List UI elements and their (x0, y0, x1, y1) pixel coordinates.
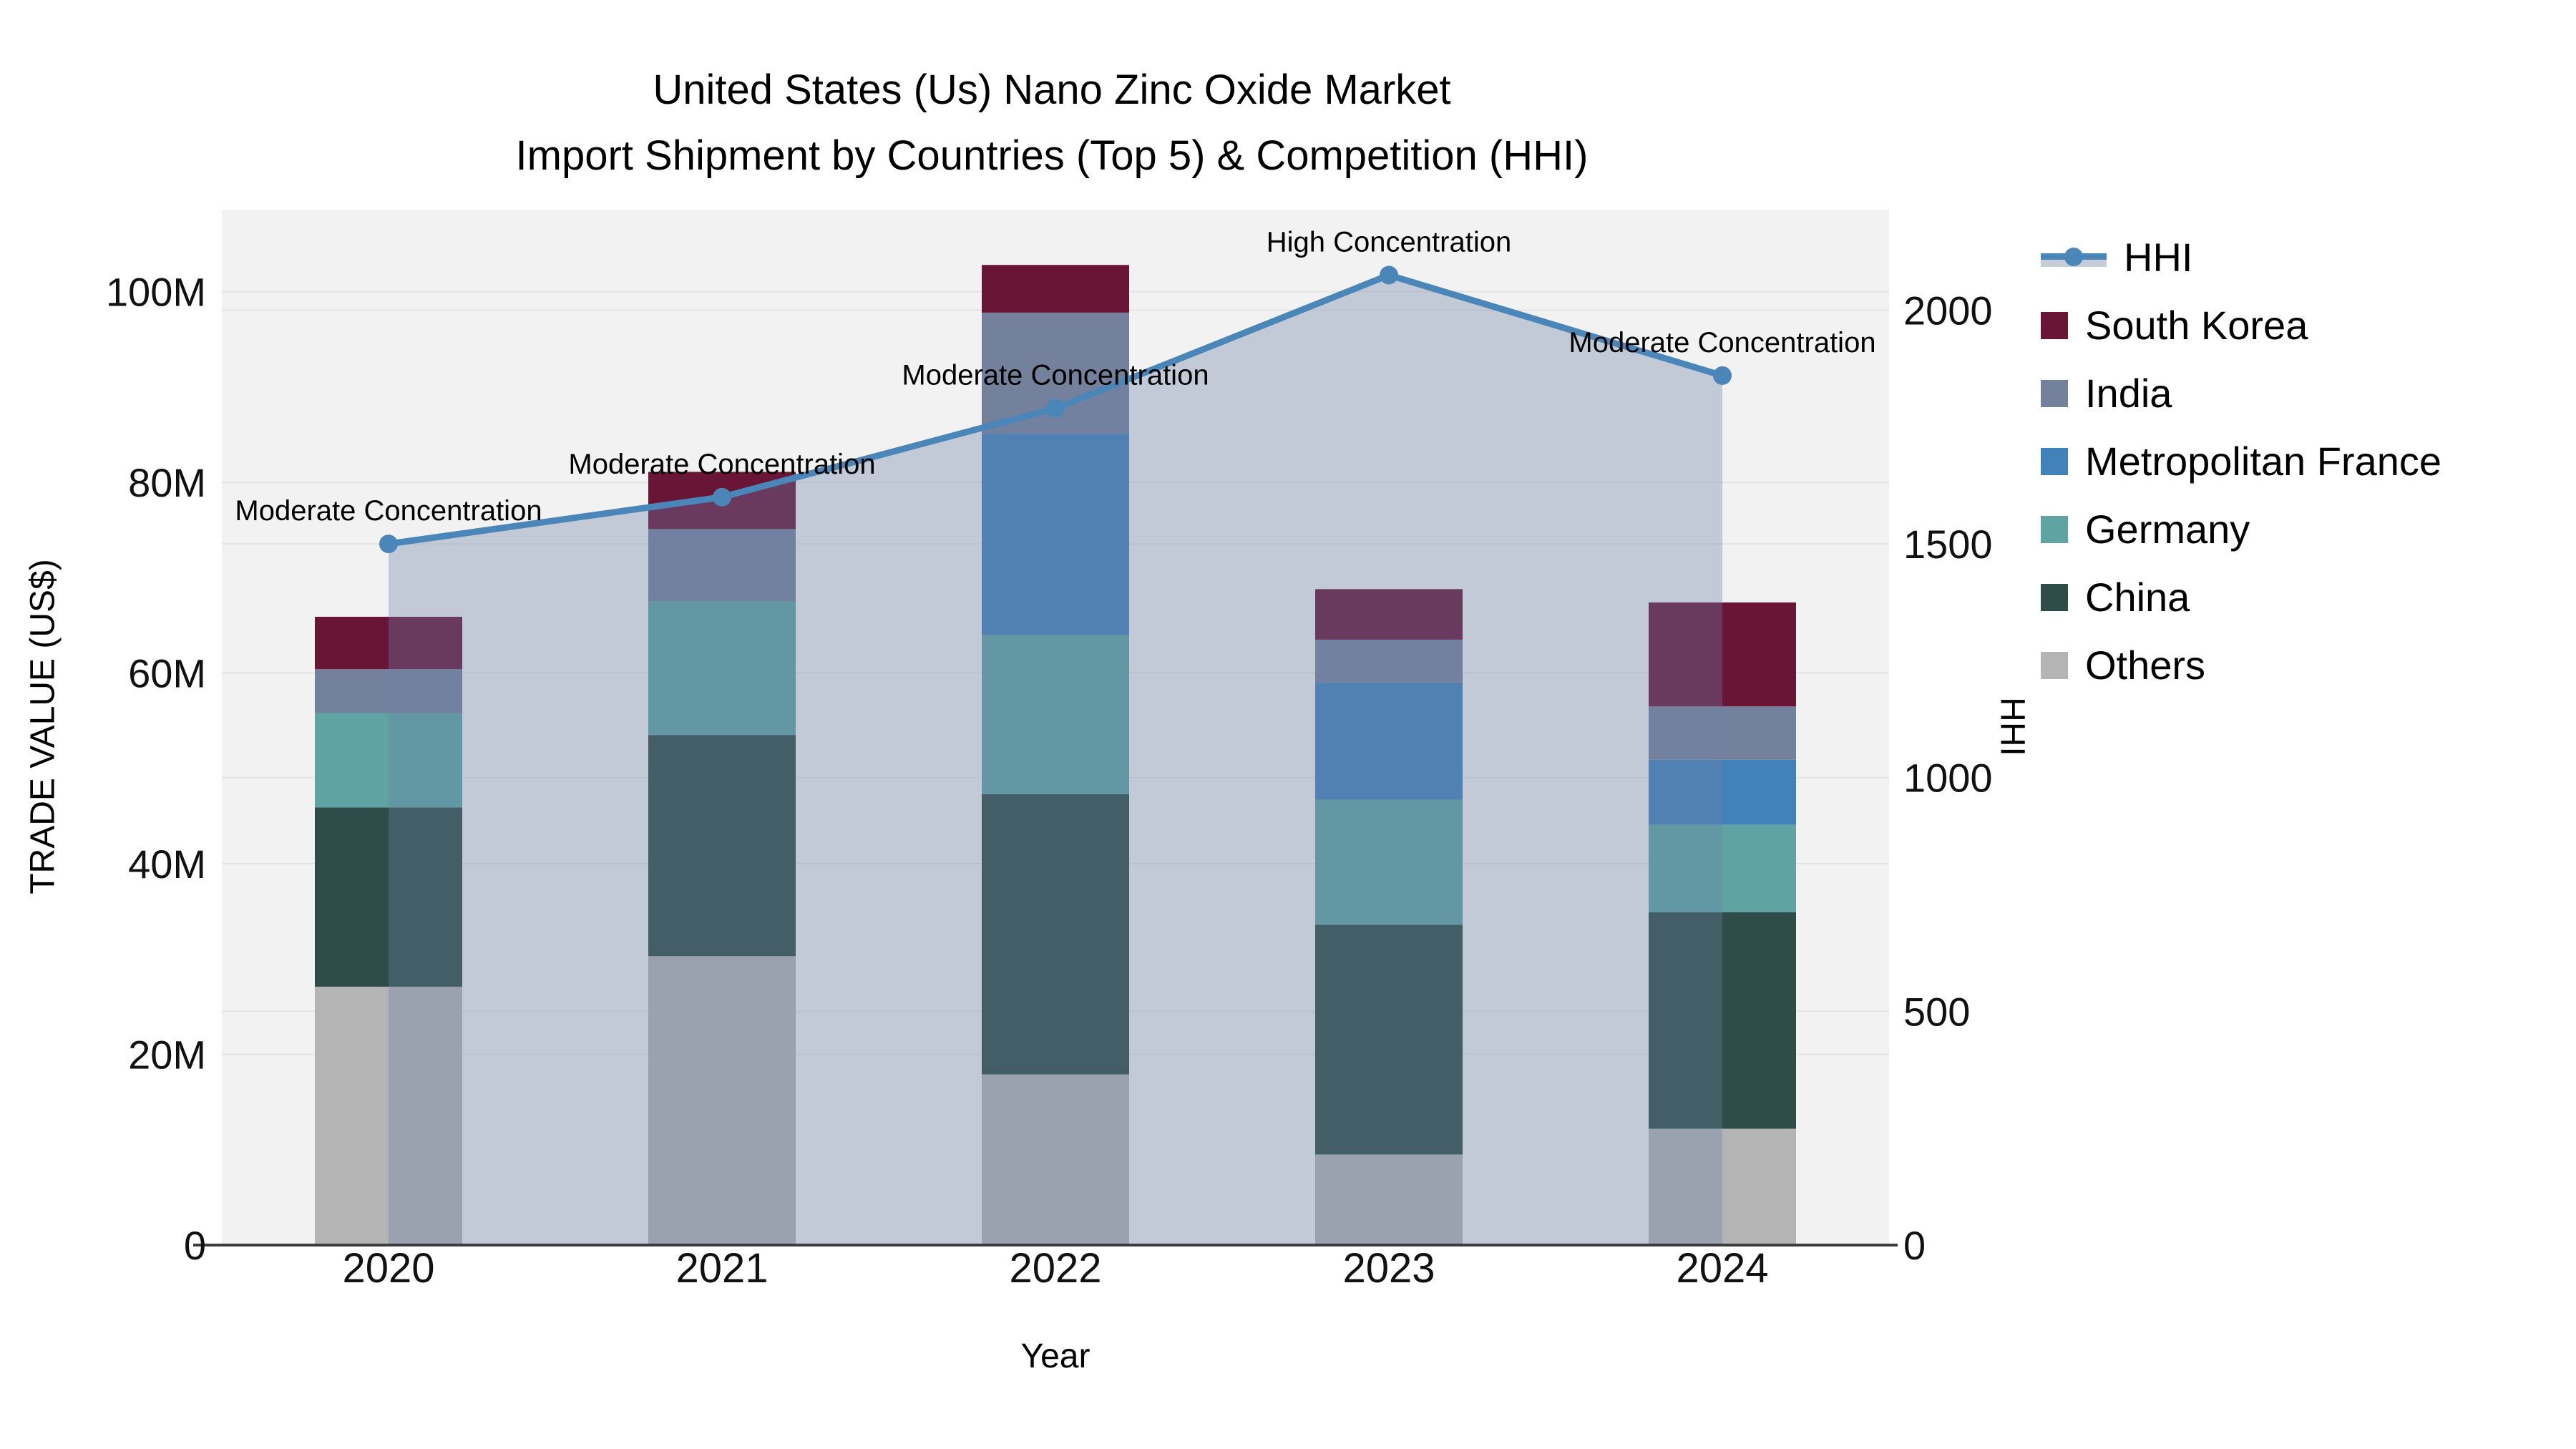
y-left-tick-label: 40M (128, 841, 206, 887)
legend-swatch-others (2041, 651, 2068, 679)
bar-segment-metropolitan-france-2024[interactable] (1649, 759, 1796, 825)
x-axis-title: Year (1020, 1337, 1091, 1375)
annotation-2020: Moderate Concentration (235, 495, 542, 527)
bar-segment-others-2023[interactable] (1315, 1154, 1463, 1245)
annotation-2024: Moderate Concentration (1568, 327, 1875, 358)
legend: HHI South Korea India Metropolitan France Ge… (2041, 223, 2441, 699)
bar-segment-others-2022[interactable] (982, 1074, 1129, 1245)
y-left-tick-label: 80M (128, 460, 206, 505)
legend-item-others[interactable]: Others (2041, 631, 2441, 699)
chart-title: United States (Us) Nano Zinc Oxide Marke… (215, 57, 1889, 189)
y-left-tick-label: 100M (106, 270, 206, 315)
bar-segment-china-2022[interactable] (982, 794, 1129, 1075)
legend-label: India (2085, 371, 2172, 416)
x-tick-label-2020: 2020 (342, 1245, 434, 1292)
bar-segment-germany-2020[interactable] (315, 713, 462, 808)
y-right-tick-label: 1500 (1903, 522, 1993, 567)
legend-swatch-metropolitan-france (2041, 447, 2068, 475)
legend-label: China (2085, 575, 2190, 620)
hhi-marker-swatch (2064, 247, 2083, 266)
legend-item-china[interactable]: China (2041, 563, 2441, 631)
bar-segment-south-korea-2023[interactable] (1315, 589, 1463, 640)
chart-title-line2: Import Shipment by Countries (Top 5) & C… (515, 132, 1589, 179)
bar-segment-south-korea-2022[interactable] (982, 265, 1129, 313)
bar-segment-others-2024[interactable] (1649, 1128, 1796, 1245)
bar-segment-india-2023[interactable] (1315, 639, 1463, 683)
hhi-marker-2020[interactable] (379, 535, 398, 554)
legend-item-metropolitan-france[interactable]: Metropolitan France (2041, 427, 2441, 495)
bar-segment-india-2024[interactable] (1649, 706, 1796, 760)
bar-segment-metropolitan-france-2023[interactable] (1315, 682, 1463, 800)
bar-segment-others-2021[interactable] (648, 956, 796, 1245)
bar-segment-metropolitan-france-2022[interactable] (982, 434, 1129, 635)
legend-swatch-india (2041, 379, 2068, 407)
legend-label: Metropolitan France (2085, 439, 2442, 484)
legend-label: South Korea (2085, 303, 2308, 348)
bar-segment-china-2024[interactable] (1649, 912, 1796, 1129)
hhi-marker-2024[interactable] (1713, 366, 1732, 385)
bar-segment-india-2021[interactable] (648, 529, 796, 602)
annotation-2022: Moderate Concentration (902, 360, 1209, 391)
legend-swatch-south-korea (2041, 311, 2068, 339)
hhi-marker-2023[interactable] (1380, 265, 1398, 285)
bar-segment-china-2020[interactable] (315, 807, 462, 987)
bar-segment-germany-2021[interactable] (648, 601, 796, 736)
y-right-tick-label: 0 (1903, 1223, 1926, 1268)
chart-title-line1: United States (Us) Nano Zinc Oxide Marke… (653, 67, 1451, 113)
bar-segment-south-korea-2024[interactable] (1649, 602, 1796, 707)
bar-segment-china-2021[interactable] (648, 735, 796, 957)
x-tick-label-2024: 2024 (1676, 1245, 1768, 1292)
legend-item-hhi[interactable]: HHI (2041, 223, 2441, 291)
y-right-tick-label: 500 (1903, 989, 1970, 1034)
legend-label: Germany (2085, 507, 2250, 552)
y-left-tick-label: 0 (184, 1223, 206, 1268)
y-left-tick-label: 60M (128, 651, 206, 696)
y-axis-title-right: HHI (1993, 697, 2031, 756)
y-axis-title-left: TRADE VALUE (US$) (24, 559, 62, 894)
bar-segment-germany-2022[interactable] (982, 635, 1129, 794)
legend-label: Others (2085, 643, 2206, 688)
hhi-marker-2021[interactable] (713, 487, 731, 507)
legend-swatch-china (2041, 583, 2068, 611)
legend-item-india[interactable]: India (2041, 359, 2441, 427)
y-left-tick-label: 20M (128, 1033, 206, 1078)
bar-segment-india-2020[interactable] (315, 669, 462, 713)
hhi-line-icon (2041, 244, 2107, 271)
x-tick-label-2021: 2021 (675, 1245, 768, 1292)
legend-swatch-germany (2041, 515, 2068, 543)
annotation-2023: High Concentration (1267, 226, 1511, 258)
annotation-2021: Moderate Concentration (568, 449, 875, 480)
x-tick-label-2023: 2023 (1342, 1245, 1435, 1292)
x-tick-label-2022: 2022 (1009, 1245, 1101, 1292)
legend-item-south-korea[interactable]: South Korea (2041, 291, 2441, 359)
bar-segment-others-2020[interactable] (315, 986, 462, 1245)
legend-item-germany[interactable]: Germany (2041, 495, 2441, 563)
bar-segment-germany-2023[interactable] (1315, 799, 1463, 925)
y-right-tick-label: 2000 (1903, 288, 1993, 333)
y-right-tick-label: 1000 (1903, 756, 1993, 801)
bar-segment-germany-2024[interactable] (1649, 824, 1796, 912)
bar-segment-south-korea-2020[interactable] (315, 616, 462, 670)
legend-label: HHI (2124, 235, 2193, 280)
hhi-marker-2022[interactable] (1046, 399, 1065, 418)
bar-segment-china-2023[interactable] (1315, 924, 1463, 1155)
hhi-area-fill (389, 275, 1722, 1245)
